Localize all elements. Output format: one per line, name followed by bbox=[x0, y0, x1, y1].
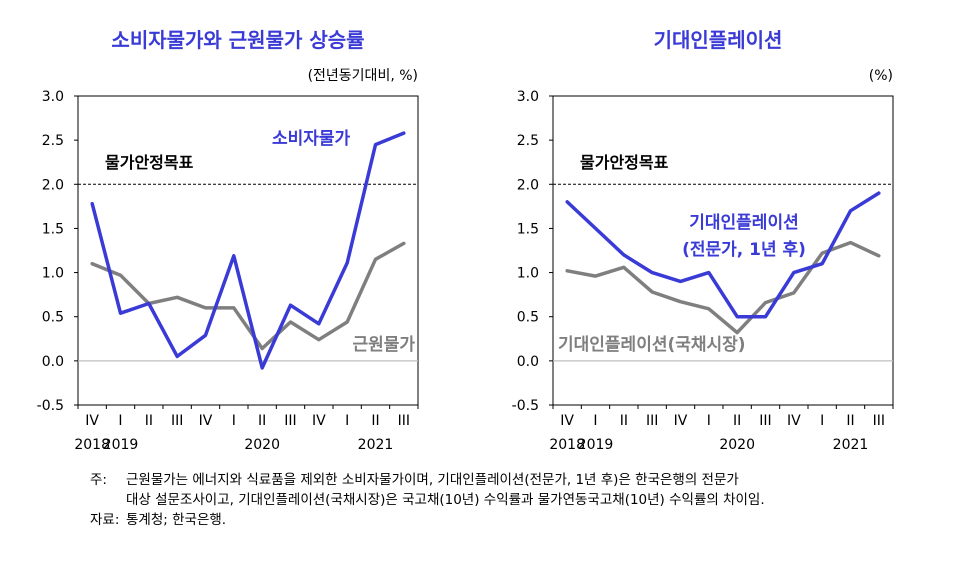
x-tick-label: III bbox=[759, 413, 771, 429]
year-label: 2018 bbox=[74, 437, 110, 453]
y-tick-label: 1.0 bbox=[42, 266, 64, 282]
chart-canvas: 소비자물가와 근원물가 상승률 (전년동기대비, %) 3.0 2.5 2.0 1.5 1.… bbox=[37, 28, 894, 453]
x-tick-label: II bbox=[620, 413, 628, 429]
footnotes: 주: 근원물가는 에너지와 식료품을 제외한 소비자물가이며, 기대인플레이션(… bbox=[90, 470, 950, 530]
y-tick-label: 0.0 bbox=[42, 354, 64, 370]
year-label: 2021 bbox=[833, 437, 869, 453]
source-text: 통계청; 한국은행. bbox=[126, 512, 227, 528]
unit-label: (%) bbox=[869, 68, 893, 84]
plot-frame bbox=[77, 95, 419, 406]
x-tick-label: II bbox=[846, 413, 854, 429]
x-tick-label: III bbox=[171, 413, 183, 429]
series-label: 기대인플레이션(국채시장) bbox=[558, 335, 746, 355]
y-tick-label: 1.5 bbox=[42, 221, 64, 237]
x-tick-label: II bbox=[145, 413, 153, 429]
x-tick-label: I bbox=[345, 413, 349, 429]
series-label: 근원물가 bbox=[352, 335, 415, 355]
x-tick-label: IV bbox=[85, 413, 99, 429]
y-tick-label: 3.0 bbox=[517, 89, 539, 105]
x-tick-label: I bbox=[232, 413, 236, 429]
x-tick-label: I bbox=[820, 413, 824, 429]
x-tick-label: II bbox=[371, 413, 379, 429]
y-tick-label: 2.0 bbox=[42, 177, 64, 193]
year-label: 2021 bbox=[358, 437, 394, 453]
note-row: 주: 근원물가는 에너지와 식료품을 제외한 소비자물가이며, 기대인플레이션(… bbox=[90, 470, 950, 490]
note-line-2: 대상 설문조사이고, 기대인플레이션(국채시장)은 국고채(10년) 수익률과 … bbox=[126, 492, 765, 508]
x-tick-label: IV bbox=[312, 413, 326, 429]
x-tick-label: IV bbox=[674, 413, 688, 429]
y-tick-label: 1.0 bbox=[517, 266, 539, 282]
y-tick-label: 2.5 bbox=[42, 133, 64, 149]
x-tick-label: I bbox=[118, 413, 122, 429]
x-tick-label: III bbox=[284, 413, 296, 429]
year-label: 2019 bbox=[103, 437, 139, 453]
x-tick-label: II bbox=[733, 413, 741, 429]
year-label: 2018 bbox=[549, 437, 585, 453]
series-line bbox=[90, 241, 406, 351]
y-tick-label: -0.5 bbox=[512, 398, 539, 414]
note-line-1: 근원물가는 에너지와 식료품을 제외한 소비자물가이며, 기대인플레이션(전문가… bbox=[126, 472, 739, 488]
y-tick-label: 0.0 bbox=[517, 354, 539, 370]
x-tick-label: III bbox=[873, 413, 885, 429]
chart-title: 기대인플레이션 bbox=[654, 28, 783, 52]
unit-label: (전년동기대비, %) bbox=[308, 68, 418, 84]
y-tick-label: 0.5 bbox=[42, 310, 64, 326]
x-tick-label: III bbox=[398, 413, 410, 429]
y-tick-label: -0.5 bbox=[37, 398, 64, 414]
y-tick-label: 2.5 bbox=[517, 133, 539, 149]
note-head: 주: bbox=[90, 472, 107, 488]
series-line bbox=[90, 131, 406, 370]
y-tick-label: 0.5 bbox=[517, 310, 539, 326]
y-tick-label: 1.5 bbox=[517, 221, 539, 237]
year-label: 2020 bbox=[719, 437, 755, 453]
target-label: 물가안정목표 bbox=[580, 153, 669, 172]
series-label: 기대인플레이션 bbox=[689, 213, 798, 233]
year-label: 2020 bbox=[244, 437, 280, 453]
chart-title: 소비자물가와 근원물가 상승률 bbox=[111, 28, 364, 52]
target-label: 물가안정목표 bbox=[105, 153, 194, 172]
y-tick-label: 3.0 bbox=[42, 89, 64, 105]
x-tick-label: IV bbox=[199, 413, 213, 429]
source-row: 자료: 통계청; 한국은행. bbox=[90, 510, 950, 530]
series-label: 소비자물가 bbox=[272, 129, 351, 149]
y-tick-label: 2.0 bbox=[517, 177, 539, 193]
series-label: (전문가, 1년 후) bbox=[682, 239, 806, 260]
x-tick-label: III bbox=[646, 413, 658, 429]
year-label: 2019 bbox=[578, 437, 614, 453]
series-line bbox=[565, 191, 881, 319]
x-tick-label: I bbox=[707, 413, 711, 429]
x-tick-label: II bbox=[258, 413, 266, 429]
x-tick-label: IV bbox=[787, 413, 801, 429]
x-tick-label: IV bbox=[560, 413, 574, 429]
x-tick-label: I bbox=[593, 413, 597, 429]
source-head: 자료: bbox=[90, 512, 120, 528]
